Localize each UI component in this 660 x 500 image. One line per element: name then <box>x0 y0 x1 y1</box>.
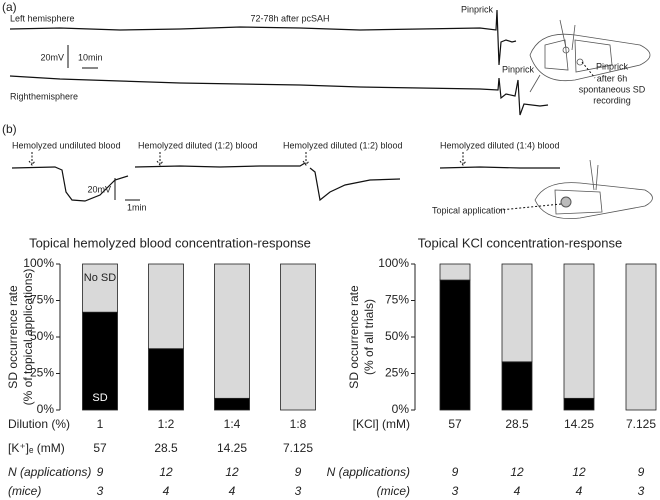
y-tick-label: 0% <box>37 402 55 416</box>
row-value: 3 <box>295 484 302 498</box>
bar-segment <box>501 263 533 363</box>
y-axis-label: (% of all trials) <box>362 299 376 375</box>
chart-title: Topical KCl concentration-response <box>418 235 623 250</box>
trace <box>309 167 401 202</box>
panel-label: (a) <box>2 0 17 14</box>
bar-segment <box>82 263 118 313</box>
row-value: 9 <box>638 465 645 479</box>
annotation: Pinprick <box>596 61 629 71</box>
y-tick-label: 25% <box>385 366 409 380</box>
annotation: spontaneous SD <box>579 84 646 94</box>
x-tick-label: 28.5 <box>505 417 529 431</box>
row-value: 4 <box>514 484 521 498</box>
y-axis-label: SD occurrence rate <box>6 285 20 389</box>
x-tick-label: 7.125 <box>626 417 656 431</box>
annotation: Pinprick <box>461 4 494 14</box>
row-label: (mice) <box>8 484 41 498</box>
annotation: after 6h <box>597 73 628 83</box>
row-value: 14.25 <box>217 441 247 455</box>
y-tick-label: 100% <box>23 256 54 270</box>
bar-segment <box>148 348 184 411</box>
y-tick-label: 75% <box>385 293 409 307</box>
y-axis-label: SD occurrence rate <box>347 285 361 389</box>
y-tick-label: 25% <box>30 366 54 380</box>
row-label: Dilution (%) <box>8 417 70 431</box>
bar-segment <box>148 263 184 350</box>
segment-label: SD <box>92 392 107 404</box>
y-tick-label: 50% <box>30 329 54 343</box>
row-value: 9 <box>97 465 104 479</box>
bar-segment <box>563 397 595 411</box>
scale-label: 20mV <box>87 184 111 194</box>
x-tick-label: 57 <box>448 417 462 431</box>
y-axis-label: (% of topical applications) <box>21 269 35 406</box>
bar-segment <box>439 263 471 281</box>
trace <box>11 166 129 202</box>
annotation: Topical application <box>432 205 506 215</box>
x-tick-label: 1:2 <box>158 417 175 431</box>
row-value: 12 <box>572 465 586 479</box>
row-value: 3 <box>97 484 104 498</box>
bar-segment <box>563 263 595 399</box>
row-value: 4 <box>229 484 236 498</box>
trace-label: Righthemisphere <box>10 91 78 101</box>
row-label: [KCl] (mM) <box>353 417 410 431</box>
row-value: 4 <box>163 484 170 498</box>
x-tick-label: 14.25 <box>564 417 594 431</box>
annotation: recording <box>593 95 631 105</box>
trace <box>9 9 517 66</box>
row-value: 3 <box>452 484 459 498</box>
trace-label: Left hemisphere <box>10 13 75 23</box>
annotation: Pinprick <box>502 64 535 74</box>
y-tick-label: 75% <box>30 293 54 307</box>
row-value: 12 <box>225 465 239 479</box>
row-value: 12 <box>159 465 173 479</box>
scale-label: 1min <box>127 202 147 212</box>
arrows <box>28 152 467 166</box>
trace-label: Hemolyzed undiluted blood <box>12 140 121 150</box>
trace <box>134 162 306 168</box>
row-value: 28.5 <box>154 441 178 455</box>
skull-drawing <box>499 159 653 219</box>
y-tick-label: 0% <box>392 402 410 416</box>
row-value: 4 <box>576 484 583 498</box>
trace-label: Hemolyzed diluted (1:2) blood <box>138 140 258 150</box>
bar-segment <box>214 397 250 411</box>
x-tick-label: 1:4 <box>224 417 241 431</box>
chart-title: Topical hemolyzed blood concentration-re… <box>29 235 311 250</box>
trace-label: Hemolyzed diluted (1:4) blood <box>440 140 560 150</box>
x-tick-label: 1:8 <box>290 417 307 431</box>
row-value: 7.125 <box>283 441 313 455</box>
trace <box>439 166 560 169</box>
bar-segment <box>82 311 118 411</box>
segment-label: No SD <box>84 272 116 284</box>
annotation: 72-78h after pcSAH <box>250 13 329 23</box>
bar-segment <box>625 263 657 411</box>
bar-segment <box>501 361 533 411</box>
row-label: (mice) <box>377 484 410 498</box>
row-value: 9 <box>295 465 302 479</box>
panel-label: (b) <box>2 122 17 136</box>
row-value: 57 <box>93 441 107 455</box>
trace <box>9 75 549 116</box>
scale-label: 20mV <box>40 52 64 62</box>
row-value: 9 <box>452 465 459 479</box>
bar-segment <box>439 279 471 411</box>
bar-segment <box>214 263 250 399</box>
y-tick-label: 100% <box>378 256 409 270</box>
row-label: N (applications) <box>8 465 91 479</box>
row-value: 3 <box>638 484 645 498</box>
row-value: 12 <box>510 465 524 479</box>
scale-label: 10min <box>78 52 103 62</box>
x-tick-label: 1 <box>97 417 104 431</box>
y-tick-label: 50% <box>385 329 409 343</box>
skull-drawing <box>529 19 651 93</box>
bar-segment <box>280 263 316 411</box>
trace-label: Hemolyzed diluted (1:2) blood <box>283 140 403 150</box>
row-label: [K⁺]ₑ (mM) <box>8 441 65 455</box>
row-label: N (applications) <box>327 465 410 479</box>
